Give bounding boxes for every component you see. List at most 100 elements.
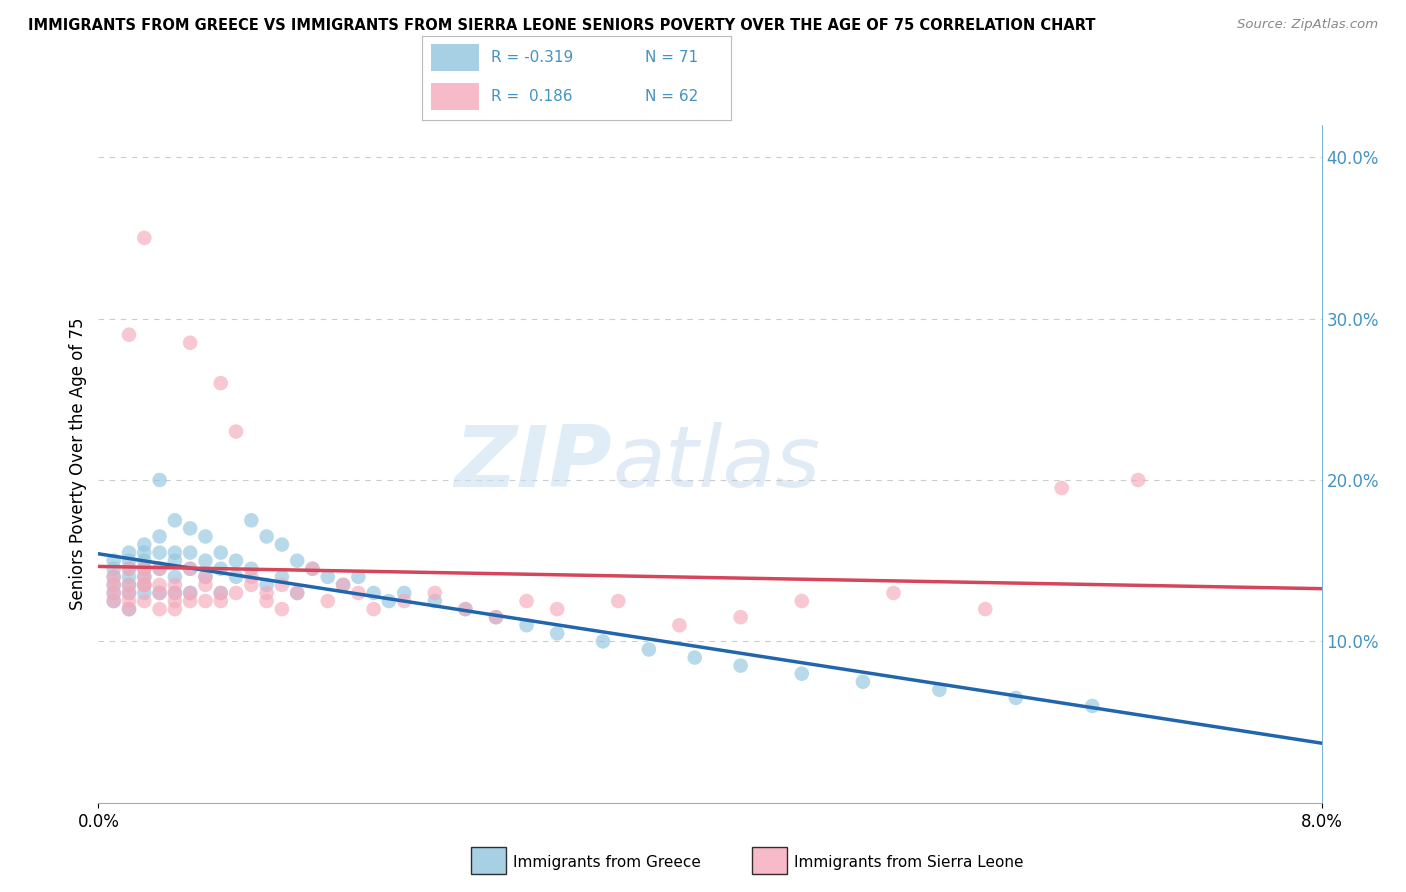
Point (270, 570, 294, 584)
Point (118, 586, 141, 600)
Point (134, 594, 156, 608)
Point (194, 570, 217, 584)
Point (790, 666, 813, 681)
Point (225, 425, 247, 439)
Point (149, 529, 172, 543)
Text: atlas: atlas (612, 422, 820, 506)
Point (209, 546, 232, 560)
Point (179, 562, 201, 576)
Point (316, 570, 339, 584)
Point (974, 602, 997, 616)
Point (194, 554, 217, 568)
Point (285, 554, 308, 568)
Point (209, 586, 232, 600)
Point (134, 570, 156, 584)
Point (392, 586, 416, 600)
Point (103, 562, 125, 576)
Point (225, 586, 247, 600)
Point (149, 473, 172, 487)
Point (118, 602, 141, 616)
Point (607, 594, 630, 608)
Point (134, 578, 156, 592)
Point (225, 554, 247, 568)
Text: Immigrants from Sierra Leone: Immigrants from Sierra Leone (794, 855, 1024, 870)
Point (103, 594, 125, 608)
Point (363, 586, 385, 600)
Point (209, 562, 232, 576)
Point (285, 586, 308, 600)
Point (546, 626, 568, 640)
Text: R =  0.186: R = 0.186 (491, 89, 572, 104)
Point (1081, 698, 1104, 713)
Text: ZIP: ZIP (454, 422, 612, 506)
Point (209, 376, 232, 391)
Point (103, 586, 125, 600)
Point (194, 594, 217, 608)
Point (240, 562, 263, 576)
Point (163, 602, 186, 616)
Point (103, 570, 125, 584)
Point (163, 570, 186, 584)
Point (118, 562, 141, 576)
Point (516, 594, 538, 608)
Point (423, 586, 446, 600)
Point (118, 594, 141, 608)
Point (163, 554, 186, 568)
Point (332, 578, 354, 592)
Point (363, 602, 385, 616)
Point (637, 642, 661, 657)
Point (1050, 481, 1073, 495)
Point (270, 578, 294, 592)
Point (928, 682, 950, 697)
Point (301, 562, 323, 576)
Point (134, 554, 156, 568)
Text: N = 71: N = 71 (644, 50, 697, 65)
Point (1004, 690, 1026, 705)
Point (103, 578, 125, 592)
Text: Immigrants from Greece: Immigrants from Greece (513, 855, 702, 870)
Point (163, 594, 186, 608)
Point (485, 610, 508, 624)
Point (179, 521, 201, 535)
Point (485, 610, 508, 624)
Point (179, 562, 201, 576)
Point (149, 546, 172, 560)
Point (240, 570, 263, 584)
Point (179, 335, 201, 350)
Point (179, 586, 201, 600)
Point (347, 586, 370, 600)
Point (103, 570, 125, 584)
Point (209, 586, 232, 600)
Point (179, 546, 201, 560)
Point (118, 562, 141, 576)
Point (134, 231, 156, 245)
Point (347, 570, 370, 584)
Point (134, 586, 156, 600)
Point (454, 602, 477, 616)
Point (592, 634, 614, 648)
Point (852, 674, 875, 689)
Point (103, 578, 125, 592)
Point (134, 578, 156, 592)
Point (730, 610, 752, 624)
Point (209, 594, 232, 608)
Point (546, 602, 568, 616)
Point (270, 537, 294, 551)
Point (194, 529, 217, 543)
Point (149, 602, 172, 616)
Point (118, 570, 141, 584)
Point (118, 327, 141, 342)
Point (118, 546, 141, 560)
Point (134, 562, 156, 576)
Point (270, 602, 294, 616)
Bar (432, 83, 478, 111)
Point (149, 586, 172, 600)
Y-axis label: Seniors Poverty Over the Age of 75: Seniors Poverty Over the Age of 75 (69, 318, 87, 610)
Point (163, 578, 186, 592)
Point (1128, 473, 1150, 487)
Bar (432, 44, 478, 71)
Point (194, 578, 217, 592)
Point (163, 586, 186, 600)
Point (118, 578, 141, 592)
Point (225, 570, 247, 584)
